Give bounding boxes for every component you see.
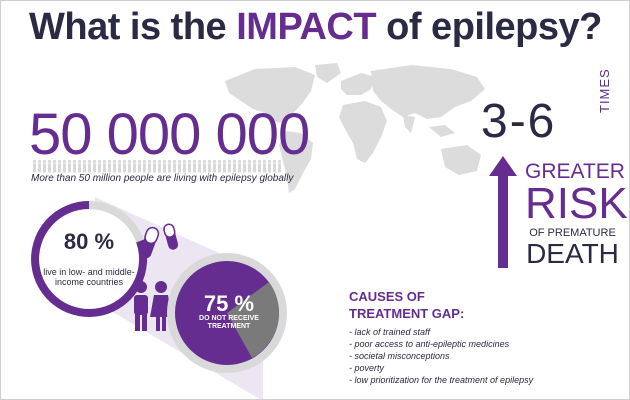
list-item: - low prioritization for the treatment o… <box>349 375 534 385</box>
person-icon <box>232 159 237 173</box>
person-icon <box>137 159 142 173</box>
treatment-gap-diagram <box>31 197 287 399</box>
pill-icon <box>163 223 179 250</box>
person-icon <box>52 159 57 173</box>
person-icon <box>257 159 262 173</box>
person-icon <box>272 159 277 173</box>
person-icon <box>57 159 62 173</box>
woman-icon <box>150 281 172 331</box>
person-icon <box>47 159 52 173</box>
person-icon <box>277 159 281 173</box>
title-prefix: What is the <box>29 6 237 48</box>
person-icon <box>227 159 232 173</box>
low-income-caption: live in low- and middle-income countries <box>43 267 135 287</box>
person-icon <box>162 159 167 173</box>
pill-icon <box>139 226 160 259</box>
list-item: - societal misconceptions <box>349 351 450 361</box>
low-income-circle <box>33 203 145 315</box>
no-treatment-caption: DO NOT RECEIVE TREATMENT <box>199 315 259 330</box>
person-icon <box>102 159 107 173</box>
person-icon <box>167 159 172 173</box>
no-treatment-percent: 75 % <box>203 291 255 316</box>
global-count-caption: More than 50 million people are living w… <box>31 173 294 184</box>
person-icon <box>202 159 207 173</box>
person-icon <box>112 159 117 173</box>
person-icon <box>147 159 152 173</box>
list-item: - poverty <box>349 363 385 373</box>
person-icon <box>117 159 122 173</box>
person-icon <box>82 159 87 173</box>
person-icon <box>177 159 182 173</box>
person-icon <box>97 159 102 173</box>
person-icon <box>77 159 82 173</box>
person-icon <box>212 159 217 173</box>
person-icon <box>262 159 267 173</box>
person-icon <box>247 159 252 173</box>
person-icon <box>62 159 67 173</box>
person-icon-row <box>32 159 281 173</box>
times-label: TIMES <box>597 68 612 113</box>
death-label: DEATH <box>526 238 619 269</box>
person-icon <box>197 159 202 173</box>
list-item: - lack of trained staff <box>349 327 431 337</box>
person-icon <box>42 159 47 173</box>
title-suffix: of epilepsy? <box>376 6 602 48</box>
person-icon <box>172 159 177 173</box>
person-icon <box>37 159 42 173</box>
person-icon <box>237 159 242 173</box>
person-icon <box>127 159 132 173</box>
causes-list: - lack of trained staff - poor access to… <box>349 326 533 386</box>
title-highlight: IMPACT <box>236 6 377 48</box>
person-icon <box>72 159 77 173</box>
risk-block: GREATER RISK OF PREMATURE DEATH <box>525 160 628 269</box>
person-icon <box>242 159 247 173</box>
person-icon <box>157 159 162 173</box>
person-icon <box>142 159 147 173</box>
man-icon <box>134 281 148 331</box>
up-arrow-icon <box>489 156 517 268</box>
person-icon <box>122 159 127 173</box>
person-icon <box>152 159 157 173</box>
of-premature-label: OF PREMATURE <box>529 227 616 239</box>
greater-label: GREATER <box>525 160 625 183</box>
global-count: 50 000 000 <box>29 102 310 167</box>
person-icon <box>187 159 192 173</box>
person-icon <box>267 159 272 173</box>
person-icon <box>222 159 227 173</box>
person-icon <box>32 159 37 173</box>
person-icon <box>107 159 112 173</box>
no-treatment-segment <box>227 282 279 358</box>
causes-title: CAUSES OF TREATMENT GAP: <box>349 289 465 321</box>
person-icon <box>207 159 212 173</box>
person-icon <box>252 159 257 173</box>
person-icon <box>182 159 187 173</box>
person-icon <box>92 159 97 173</box>
person-icon <box>192 159 197 173</box>
list-item: - poor access to anti-epileptic medicine… <box>349 339 510 349</box>
page-title: What is the IMPACT of epilepsy? <box>29 6 602 49</box>
person-icon <box>132 159 137 173</box>
risk-multiplier: 3-6 <box>481 95 557 148</box>
person-icon <box>67 159 72 173</box>
low-income-percent: 80 % <box>63 229 115 254</box>
world-map-icon <box>225 63 485 193</box>
risk-label: RISK <box>525 179 628 228</box>
person-icon <box>217 159 222 173</box>
low-income-ring-purple <box>31 201 148 317</box>
person-icon <box>87 159 92 173</box>
